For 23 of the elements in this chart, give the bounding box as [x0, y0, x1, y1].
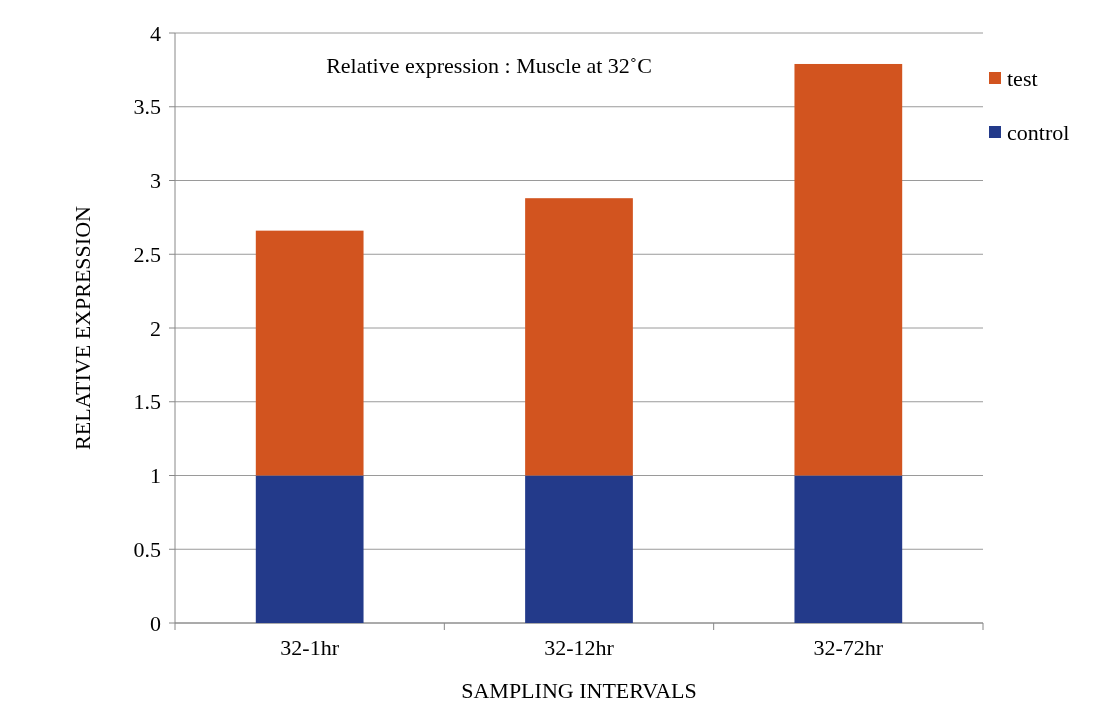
bar	[794, 63, 903, 476]
y-tick-label: 2	[150, 315, 161, 341]
y-tick-label: 3.5	[133, 94, 161, 120]
y-tick-label: 0	[150, 610, 161, 636]
y-axis-title: RELATIVE EXPRESSION	[70, 205, 95, 450]
x-tick-label: 32-1hr	[280, 635, 340, 660]
x-axis-title: SAMPLING INTERVALS	[461, 678, 697, 703]
bar	[255, 230, 364, 476]
legend-label: control	[1007, 119, 1070, 145]
legend-label: test	[1007, 65, 1038, 91]
text: Relative expression : Muscle at 32˚C	[326, 53, 652, 78]
bar	[525, 475, 633, 623]
bar	[794, 475, 903, 623]
y-tick-label: 4	[150, 20, 161, 46]
y-tick-label: 1	[150, 463, 161, 489]
y-tick-label: 2.5	[133, 241, 161, 267]
x-tick-label: 32-12hr	[544, 635, 615, 660]
y-tick-label: 1.5	[133, 389, 161, 415]
y-tick-label: 0.5	[133, 536, 161, 562]
x-tick-label: 32-72hr	[813, 635, 884, 660]
y-tick-label: 3	[150, 168, 161, 194]
bar	[255, 475, 364, 623]
bar	[525, 198, 633, 476]
